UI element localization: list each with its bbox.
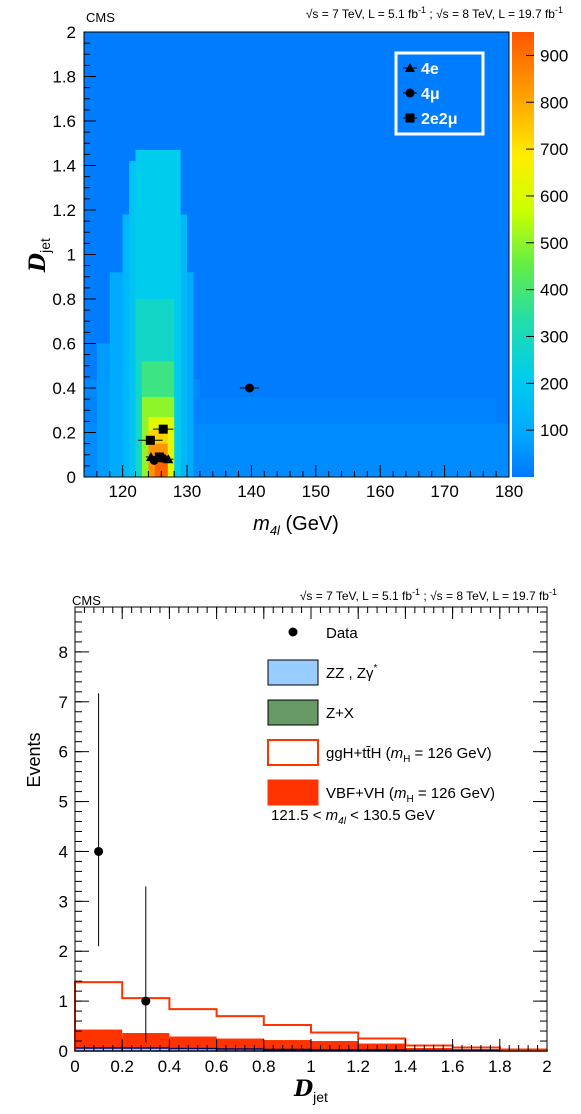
hist-legend-data-label: Data bbox=[326, 625, 358, 642]
colorbar-label-6: 700 bbox=[540, 140, 568, 159]
heatmap-ytick-label-8: 1.6 bbox=[52, 112, 76, 131]
vbf-bar-2 bbox=[169, 1036, 217, 1048]
heatmap-ytick-label-9: 1.8 bbox=[52, 68, 76, 87]
heatmap-legend-label-1: 4μ bbox=[421, 86, 440, 103]
histogram-panel: CMS √s = 7 TeV, L = 5.1 fb-1 ; √s = 8 Te… bbox=[24, 587, 557, 1105]
lumi-label: √s = 7 TeV, L = 5.1 fb-1 ; √s = 8 TeV, L… bbox=[306, 5, 563, 21]
histogram-axes: 0 0.2 0.4 0.6 0.8 1 1.2 1.4 1.6 1.8 2 0 1 2 3 4 5 6 7 8 bbox=[59, 607, 552, 1076]
hist-xtick-label-10: 2 bbox=[542, 1057, 551, 1076]
heatmap-panel: CMS √s = 7 TeV, L = 5.1 fb-1 ; √s = 8 Te… bbox=[25, 5, 568, 538]
hist-legend-ggh-label: ggH+tt̄H (mH = 126 GeV) bbox=[326, 745, 492, 765]
colorbar-label-3: 400 bbox=[540, 281, 568, 300]
heatmap-ytick-label-6: 1.2 bbox=[52, 201, 76, 220]
heatmap-ytick-label-2: 0.4 bbox=[52, 379, 76, 398]
heatmap-point-7 bbox=[145, 435, 155, 445]
mass-window-annotation: 121.5 < m4l < 130.5 GeV bbox=[271, 807, 435, 827]
hist-ytick-label-4: 4 bbox=[59, 842, 68, 861]
hist-xtick-label-9: 1.8 bbox=[488, 1057, 512, 1076]
colorbar-label-5: 600 bbox=[540, 187, 568, 206]
hist-xtick-label-3: 0.6 bbox=[205, 1057, 229, 1076]
heatmap-cells bbox=[84, 32, 509, 478]
histogram-data bbox=[94, 693, 151, 1043]
heatmap-xlabel: m4l (GeV) bbox=[253, 513, 339, 538]
heatmap-legend: 4e 4μ 2e2μ bbox=[394, 51, 485, 136]
colorbar-label-4: 500 bbox=[540, 234, 568, 253]
heatmap-point-8 bbox=[154, 452, 164, 462]
heatmap-legend-label-0: 4e bbox=[421, 61, 439, 78]
hist-legend-ggh-swatch bbox=[267, 739, 319, 766]
heatmap-xtick-label-2: 140 bbox=[237, 482, 265, 501]
vbf-bar-5 bbox=[311, 1041, 359, 1050]
hist-legend-data-swatch bbox=[288, 627, 298, 637]
heatmap-legend-label-2: 2e2μ bbox=[421, 111, 457, 128]
heatmap-point-6 bbox=[158, 424, 168, 434]
colorbar-label-8: 900 bbox=[540, 46, 568, 65]
histogram-xlabel: Djet bbox=[293, 1076, 328, 1105]
hist-legend-zz-swatch bbox=[267, 659, 319, 686]
colorbar-label-7: 800 bbox=[540, 93, 568, 112]
heatmap-ylabel: Djet bbox=[25, 238, 53, 273]
vbf-bar-7 bbox=[405, 1048, 453, 1051]
heatmap-xtick-label-0: 120 bbox=[108, 482, 136, 501]
hist-ytick-label-5: 5 bbox=[59, 793, 68, 812]
vbf-bar-6 bbox=[358, 1043, 406, 1051]
heatmap-xtick-label-4: 160 bbox=[366, 482, 394, 501]
hist-xtick-label-6: 1.2 bbox=[346, 1057, 370, 1076]
heatmap-axes: 120 130 140 150 160 170 180 0 0.2 0.4 0.6 0.8 1 1.2 1.… bbox=[52, 23, 523, 501]
colorbar-label-0: 100 bbox=[540, 421, 568, 440]
hist-xtick-label-5: 1 bbox=[306, 1057, 315, 1076]
data-point-0 bbox=[94, 846, 104, 856]
hist-legend-vbf-swatch bbox=[267, 779, 319, 806]
colorbar-label-1: 200 bbox=[540, 374, 568, 393]
vbf-bar-4 bbox=[263, 1040, 311, 1050]
heatmap-xtick-label-1: 130 bbox=[173, 482, 201, 501]
heatmap-ytick-label-3: 0.6 bbox=[52, 335, 76, 354]
hist-legend-vbf-label: VBF+VH (mH = 126 GeV) bbox=[326, 785, 495, 805]
hist-xtick-label-0: 0 bbox=[70, 1057, 79, 1076]
experiment-label: CMS bbox=[86, 10, 115, 25]
hist-legend-zx-label: Z+X bbox=[326, 705, 354, 722]
hist-ytick-label-6: 6 bbox=[59, 743, 68, 762]
heatmap-points bbox=[138, 383, 260, 465]
heatmap-ytick-label-1: 0.2 bbox=[52, 424, 76, 443]
colorbar-label-2: 300 bbox=[540, 327, 568, 346]
heatmap-xtick-label-5: 170 bbox=[430, 482, 458, 501]
heatmap-ytick-label-7: 1.4 bbox=[52, 157, 76, 176]
hist-legend-zx-swatch bbox=[267, 699, 319, 726]
heatmap-ytick-label-0: 0 bbox=[67, 468, 76, 487]
hist-xtick-label-4: 0.8 bbox=[252, 1057, 276, 1076]
hist-ytick-label-3: 3 bbox=[59, 892, 68, 911]
data-point-1 bbox=[141, 996, 151, 1006]
heatmap-ytick-label-5: 1 bbox=[67, 246, 76, 265]
hist-ytick-label-8: 8 bbox=[59, 643, 68, 662]
colorbar bbox=[512, 32, 534, 477]
experiment-label-2: CMS bbox=[72, 593, 101, 608]
hist-xtick-label-2: 0.4 bbox=[158, 1057, 182, 1076]
heatmap-ytick-label-4: 0.8 bbox=[52, 290, 76, 309]
hist-xtick-label-8: 1.6 bbox=[441, 1057, 465, 1076]
lumi-label-2: √s = 7 TeV, L = 5.1 fb-1 ; √s = 8 TeV, L… bbox=[300, 587, 557, 603]
hist-ytick-label-0: 0 bbox=[59, 1042, 68, 1061]
hist-legend-zz-label: ZZ , Zγ* bbox=[326, 663, 378, 682]
hist-ytick-label-1: 1 bbox=[59, 992, 68, 1011]
heatmap-ytick-label-10: 2 bbox=[67, 23, 76, 42]
hist-ytick-label-7: 7 bbox=[59, 693, 68, 712]
heatmap-point-3 bbox=[244, 383, 254, 393]
hist-xtick-label-1: 0.2 bbox=[110, 1057, 134, 1076]
histogram-ylabel: Events bbox=[24, 732, 44, 787]
vbf-bar-0 bbox=[75, 1029, 123, 1048]
hist-ytick-label-2: 2 bbox=[59, 942, 68, 961]
heatmap-xtick-label-3: 150 bbox=[302, 482, 330, 501]
heatmap-legend-box bbox=[394, 51, 485, 136]
histogram-legend: Data ZZ , Zγ* Z+X ggH+tt̄H (mH = 126 GeV) VB… bbox=[267, 625, 495, 806]
heatmap-xtick-label-6: 180 bbox=[495, 482, 523, 501]
hist-xtick-label-7: 1.4 bbox=[394, 1057, 418, 1076]
vbf-bar-3 bbox=[216, 1038, 264, 1049]
